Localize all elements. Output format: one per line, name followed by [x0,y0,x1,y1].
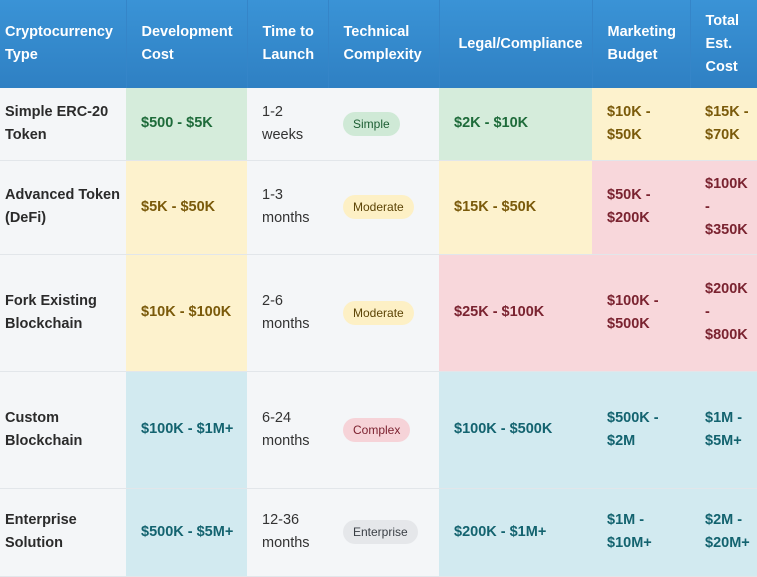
marketing-cell: $100K - $500K [592,254,690,372]
total-cell: $15K - $70K [690,88,757,161]
marketing-cell: $1M - $10M+ [592,488,690,577]
legal-cell: $25K - $100K [439,254,592,372]
legal-cell: $15K - $50K [439,160,592,255]
header-marketing-budget: Marketing Budget [592,0,691,88]
time-cell: 12-36 months [247,488,328,577]
row-type: Advanced Token (DeFi) [0,160,126,255]
dev-cost-cell: $500K - $5M+ [126,488,247,577]
table-row: Custom Blockchain $100K - $1M+ 6-24 mont… [0,371,757,489]
row-type: Simple ERC-20 Token [0,88,126,161]
table-row: Fork Existing Blockchain $10K - $100K 2-… [0,254,757,372]
complexity-badge: Complex [343,417,411,442]
legal-cell: $200K - $1M+ [439,488,592,577]
header-development-cost: Development Cost [126,0,248,88]
table-header: Cryptocurrency Type Development Cost Tim… [0,0,757,88]
complexity-badge: Simple [343,111,400,136]
total-cell: $2M - $20M+ [690,488,757,577]
complexity-cell: Moderate [328,254,439,372]
complexity-cell: Complex [328,371,439,489]
dev-cost-cell: $100K - $1M+ [126,371,247,489]
time-cell: 6-24 months [247,371,328,489]
table-row: Enterprise Solution $500K - $5M+ 12-36 m… [0,488,757,577]
marketing-cell: $10K - $50K [592,88,690,161]
marketing-cell: $500K - $2M [592,371,690,489]
table-row: Advanced Token (DeFi) $5K - $50K 1-3 mon… [0,160,757,255]
header-technical-complexity: Technical Complexity [328,0,440,88]
marketing-cell: $50K - $200K [592,160,690,255]
complexity-badge: Moderate [343,195,414,219]
complexity-badge: Enterprise [343,520,418,544]
legal-cell: $100K - $500K [439,371,592,489]
header-time-to-launch: Time to Launch [247,0,329,88]
complexity-cell: Enterprise [328,488,439,577]
dev-cost-cell: $10K - $100K [126,254,247,372]
header-row: Cryptocurrency Type Development Cost Tim… [0,0,757,88]
complexity-badge: Moderate [343,300,414,325]
total-cell: $200K - $800K [690,254,757,372]
dev-cost-cell: $5K - $50K [126,160,247,255]
total-cell: $100K - $350K [690,160,757,255]
total-cell: $1M - $5M+ [690,371,757,489]
time-cell: 1-2 weeks [247,88,328,161]
complexity-cell: Simple [328,88,439,161]
time-cell: 2-6 months [247,254,328,372]
header-total-est-cost: Total Est. Cost [690,0,757,88]
row-type: Custom Blockchain [0,371,126,489]
time-cell: 1-3 months [247,160,328,255]
header-legal-compliance: Legal/Compliance [439,0,593,88]
table-row: Simple ERC-20 Token $500 - $5K 1-2 weeks… [0,88,757,161]
legal-cell: $2K - $10K [439,88,592,161]
header-cryptocurrency-type: Cryptocurrency Type [0,0,127,88]
row-type: Enterprise Solution [0,488,126,577]
row-type: Fork Existing Blockchain [0,254,126,372]
dev-cost-cell: $500 - $5K [126,88,247,161]
complexity-cell: Moderate [328,160,439,255]
